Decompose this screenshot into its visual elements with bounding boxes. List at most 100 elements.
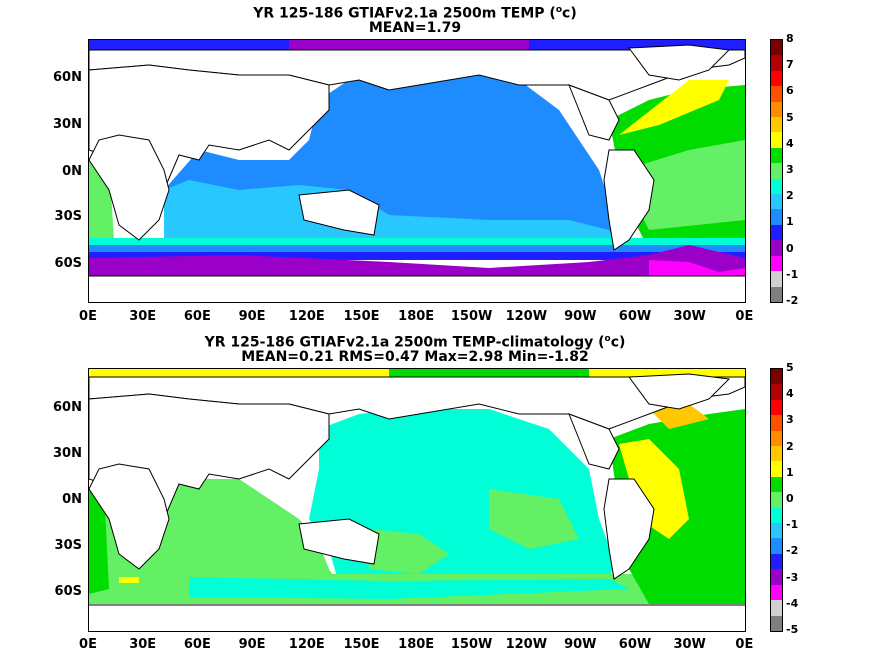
colorbar-swatch [771, 40, 782, 56]
colorbar-label: -2 [786, 294, 799, 307]
lat-label: 30S [54, 209, 82, 224]
lon-label: 120E [288, 637, 325, 652]
panel2-title: YR 125-186 GTIAFv2.1a 2500m TEMP-climato… [204, 334, 626, 351]
colorbar-swatch [771, 569, 782, 585]
colorbar-swatch [771, 384, 782, 400]
colorbar-swatch [771, 507, 782, 524]
colorbar-label: -3 [786, 570, 799, 584]
lon-label: 0E [79, 637, 97, 652]
colorbar-swatch [771, 584, 782, 601]
colorbar-swatch [771, 286, 782, 302]
lon-label: 150E [343, 637, 380, 652]
lon-label: 30W [673, 309, 706, 324]
colorbar-label: 1 [786, 215, 794, 229]
colorbar-swatch [771, 430, 782, 447]
lat-label: 60S [54, 584, 82, 599]
colorbar-swatch [771, 399, 782, 416]
colorbar-label: 3 [786, 163, 794, 176]
colorbar-swatch [771, 523, 782, 539]
colorbar-swatch [771, 147, 782, 164]
lon-label: 120W [505, 637, 548, 652]
colorbar-label: -5 [786, 623, 799, 636]
colorbar-label: 2 [786, 189, 794, 203]
colorbar-label: 2 [786, 439, 794, 453]
lon-label: 60E [183, 637, 211, 652]
colorbar-swatch [771, 255, 782, 272]
lat-label: 60N [53, 400, 82, 415]
colorbar-label: 7 [786, 58, 794, 72]
colorbar-label: 4 [786, 387, 794, 401]
colorbar-label: 0 [786, 241, 794, 255]
lon-label: 90W [564, 637, 597, 652]
panel1-title: YR 125-186 GTIAFv2.1a 2500m TEMP (oc) [253, 5, 577, 22]
lon-label: 150W [450, 309, 493, 324]
colorbar-swatch [771, 492, 782, 508]
colorbar-swatch [771, 369, 782, 385]
lon-label: 60W [618, 637, 652, 652]
colorbar-swatch [771, 476, 782, 493]
colorbar-label: 0 [786, 492, 794, 505]
colorbar-swatch [771, 86, 782, 102]
colorbar-swatch [771, 415, 782, 431]
colorbar-swatch [771, 209, 782, 225]
lat-label: 30S [54, 538, 82, 553]
panel1-subtitle: MEAN=1.79 [368, 20, 462, 36]
lat-label: 60N [53, 70, 82, 85]
lon-label: 30E [129, 309, 157, 324]
colorbar-swatch [771, 615, 782, 631]
colorbar-swatch [771, 178, 782, 195]
colorbar-swatch [771, 271, 782, 287]
colorbar-swatch [771, 117, 782, 133]
lon-label: 120E [288, 309, 325, 324]
lon-label: 30W [673, 637, 706, 652]
panel2-map [88, 368, 746, 632]
panel1-colorbar [770, 39, 783, 303]
lon-label: 30E [129, 637, 157, 652]
lon-label: 90E [238, 637, 266, 652]
panel2-colorbar [770, 368, 783, 632]
lon-label: 60W [618, 309, 652, 324]
colorbar-label: 4 [786, 136, 794, 150]
colorbar-swatch [771, 461, 782, 477]
colorbar-label: 1 [786, 465, 794, 479]
colorbar-label: -4 [786, 596, 799, 610]
lat-label: 30N [53, 117, 82, 132]
colorbar-label: -2 [786, 544, 799, 558]
colorbar-swatch [771, 600, 782, 616]
colorbar-swatch [771, 55, 782, 71]
lon-label: 0E [735, 309, 754, 324]
lon-label: 180E [398, 309, 435, 324]
colorbar-swatch [771, 101, 782, 118]
lon-label: 0E [735, 637, 754, 652]
lon-label: 0E [79, 309, 97, 324]
lon-label: 120W [505, 309, 548, 324]
colorbar-swatch [771, 240, 782, 256]
lon-label: 180E [398, 637, 435, 652]
colorbar-label: 3 [786, 413, 794, 427]
colorbar-swatch [771, 70, 782, 87]
lat-label: 30N [53, 446, 82, 461]
colorbar-swatch [771, 163, 782, 179]
lat-label: 60S [54, 256, 82, 271]
lon-label: 150E [343, 309, 380, 324]
lon-label: 60E [183, 309, 211, 324]
colorbar-swatch [771, 194, 782, 210]
colorbar-label: 6 [786, 84, 794, 98]
colorbar-swatch [771, 446, 782, 462]
lat-label: 0N [62, 164, 82, 179]
colorbar-label: 8 [786, 32, 794, 45]
colorbar-swatch [771, 538, 782, 554]
colorbar-swatch [771, 132, 782, 148]
lon-label: 150W [450, 637, 493, 652]
lon-label: 90W [564, 309, 597, 324]
colorbar-label: -1 [786, 518, 799, 532]
lon-label: 90E [238, 309, 266, 324]
panel2-subtitle: MEAN=0.21 RMS=0.47 Max=2.98 Min=-1.82 [241, 349, 589, 365]
colorbar-label: 5 [786, 110, 794, 124]
colorbar-label: -1 [786, 267, 799, 281]
lat-label: 0N [62, 492, 82, 507]
colorbar-swatch [771, 224, 782, 241]
colorbar-swatch [771, 553, 782, 570]
colorbar-label: 5 [786, 361, 794, 374]
panel1-map [88, 39, 746, 303]
